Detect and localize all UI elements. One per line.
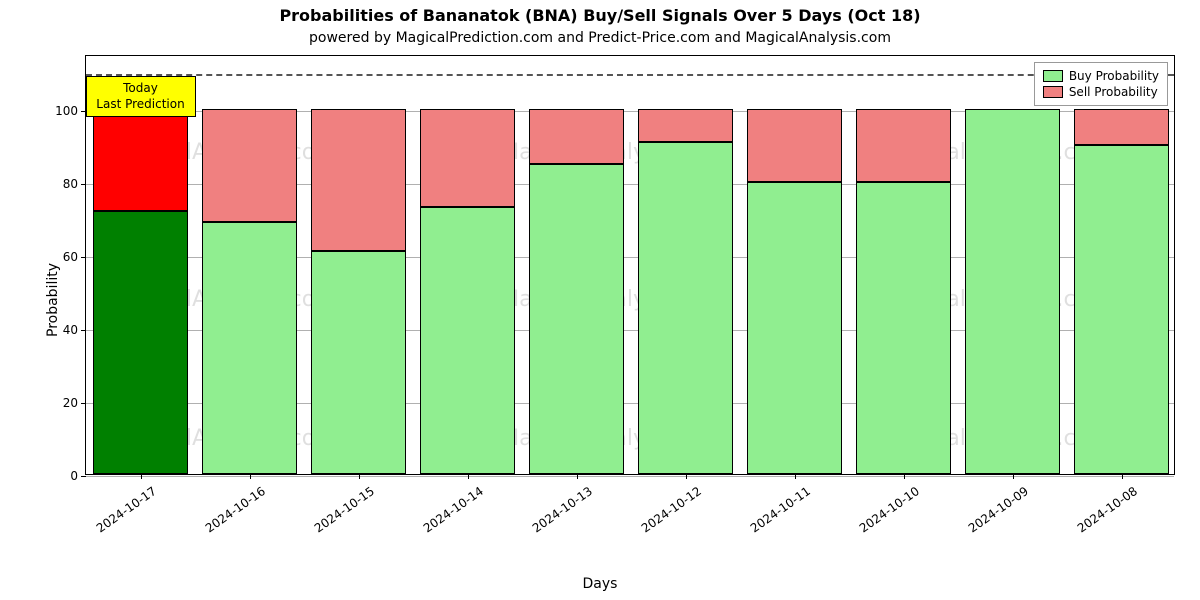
y-tick-label: 40 bbox=[48, 323, 78, 337]
x-tick-label: 2024-10-15 bbox=[311, 484, 376, 536]
legend-swatch-buy bbox=[1043, 70, 1063, 82]
y-tick-label: 20 bbox=[48, 396, 78, 410]
annotation-line2: Last Prediction bbox=[95, 97, 187, 113]
x-axis-label: Days bbox=[0, 576, 1200, 592]
bar-group bbox=[747, 109, 843, 474]
bar-sell bbox=[638, 109, 734, 142]
x-tick-mark bbox=[1013, 474, 1014, 479]
bar-group bbox=[638, 109, 734, 474]
x-tick-mark bbox=[577, 474, 578, 479]
bar-group bbox=[311, 109, 407, 474]
x-tick-label: 2024-10-13 bbox=[529, 484, 594, 536]
y-tick-mark bbox=[81, 476, 86, 477]
bar-sell bbox=[856, 109, 952, 182]
legend: Buy Probability Sell Probability bbox=[1034, 62, 1168, 106]
bar-group bbox=[856, 109, 952, 474]
x-tick-mark bbox=[141, 474, 142, 479]
bar-group bbox=[420, 109, 516, 474]
y-tick-label: 60 bbox=[48, 250, 78, 264]
bar-group bbox=[1074, 109, 1170, 474]
bars-layer bbox=[86, 56, 1174, 474]
x-tick-label: 2024-10-10 bbox=[856, 484, 921, 536]
x-tick-mark bbox=[904, 474, 905, 479]
x-tick-label: 2024-10-16 bbox=[202, 484, 267, 536]
x-tick-label: 2024-10-12 bbox=[638, 484, 703, 536]
bar-sell bbox=[747, 109, 843, 182]
x-tick-mark bbox=[686, 474, 687, 479]
annotation-line1: Today bbox=[95, 81, 187, 97]
bar-buy bbox=[1074, 145, 1170, 474]
x-tick-mark bbox=[468, 474, 469, 479]
x-tick-mark bbox=[359, 474, 360, 479]
bar-sell bbox=[202, 109, 298, 222]
x-tick-label: 2024-10-11 bbox=[747, 484, 812, 536]
x-tick-label: 2024-10-17 bbox=[93, 484, 158, 536]
x-tick-label: 2024-10-09 bbox=[965, 484, 1030, 536]
bar-buy bbox=[965, 109, 1061, 474]
bar-group bbox=[529, 109, 625, 474]
y-tick-mark bbox=[81, 403, 86, 404]
bar-buy bbox=[311, 251, 407, 474]
bar-group bbox=[965, 109, 1061, 474]
chart-subtitle: powered by MagicalPrediction.com and Pre… bbox=[0, 30, 1200, 46]
legend-label-sell: Sell Probability bbox=[1069, 85, 1158, 99]
x-tick-mark bbox=[1122, 474, 1123, 479]
chart-title: Probabilities of Bananatok (BNA) Buy/Sel… bbox=[0, 6, 1200, 25]
bar-sell bbox=[529, 109, 625, 164]
x-tick-label: 2024-10-14 bbox=[420, 484, 485, 536]
y-tick-label: 100 bbox=[48, 104, 78, 118]
y-tick-mark bbox=[81, 184, 86, 185]
bar-buy bbox=[638, 142, 734, 474]
bar-sell bbox=[420, 109, 516, 208]
y-tick-label: 80 bbox=[48, 177, 78, 191]
x-tick-mark bbox=[250, 474, 251, 479]
bar-group bbox=[93, 109, 189, 474]
bar-buy bbox=[93, 211, 189, 474]
y-tick-mark bbox=[81, 330, 86, 331]
bar-buy bbox=[856, 182, 952, 474]
bar-sell bbox=[311, 109, 407, 251]
legend-item-sell: Sell Probability bbox=[1043, 85, 1159, 99]
x-tick-label: 2024-10-08 bbox=[1074, 484, 1139, 536]
legend-label-buy: Buy Probability bbox=[1069, 69, 1159, 83]
bar-buy bbox=[420, 207, 516, 474]
legend-item-buy: Buy Probability bbox=[1043, 69, 1159, 83]
today-annotation: Today Last Prediction bbox=[86, 76, 196, 117]
bar-sell bbox=[93, 109, 189, 211]
y-tick-label: 0 bbox=[48, 469, 78, 483]
bar-group bbox=[202, 109, 298, 474]
legend-swatch-sell bbox=[1043, 86, 1063, 98]
x-tick-mark bbox=[795, 474, 796, 479]
chart-container: Probabilities of Bananatok (BNA) Buy/Sel… bbox=[0, 0, 1200, 600]
y-tick-mark bbox=[81, 257, 86, 258]
plot-area: MagicalAnalysis.comMagicalAnalysis.comMa… bbox=[85, 55, 1175, 475]
bar-buy bbox=[529, 164, 625, 474]
bar-buy bbox=[747, 182, 843, 474]
bar-buy bbox=[202, 222, 298, 474]
bar-sell bbox=[1074, 109, 1170, 146]
